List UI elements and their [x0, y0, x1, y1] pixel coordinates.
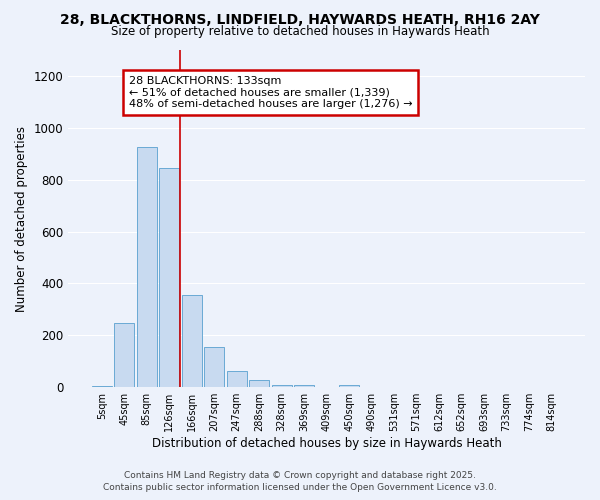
Text: 28 BLACKTHORNS: 133sqm
← 51% of detached houses are smaller (1,339)
48% of semi-: 28 BLACKTHORNS: 133sqm ← 51% of detached…	[129, 76, 412, 109]
Y-axis label: Number of detached properties: Number of detached properties	[15, 126, 28, 312]
X-axis label: Distribution of detached houses by size in Haywards Heath: Distribution of detached houses by size …	[152, 437, 502, 450]
Bar	[114, 323, 134, 387]
Text: 28, BLACKTHORNS, LINDFIELD, HAYWARDS HEATH, RH16 2AY: 28, BLACKTHORNS, LINDFIELD, HAYWARDS HEA…	[60, 12, 540, 26]
Bar	[294, 384, 314, 387]
Bar	[159, 168, 179, 387]
Bar	[137, 148, 157, 387]
Bar	[339, 384, 359, 387]
Bar	[227, 371, 247, 387]
Bar	[92, 386, 112, 387]
Bar	[249, 380, 269, 387]
Bar	[182, 295, 202, 387]
Text: Contains HM Land Registry data © Crown copyright and database right 2025.
Contai: Contains HM Land Registry data © Crown c…	[103, 471, 497, 492]
Bar	[272, 384, 292, 387]
Text: Size of property relative to detached houses in Haywards Heath: Size of property relative to detached ho…	[110, 25, 490, 38]
Bar	[204, 347, 224, 387]
